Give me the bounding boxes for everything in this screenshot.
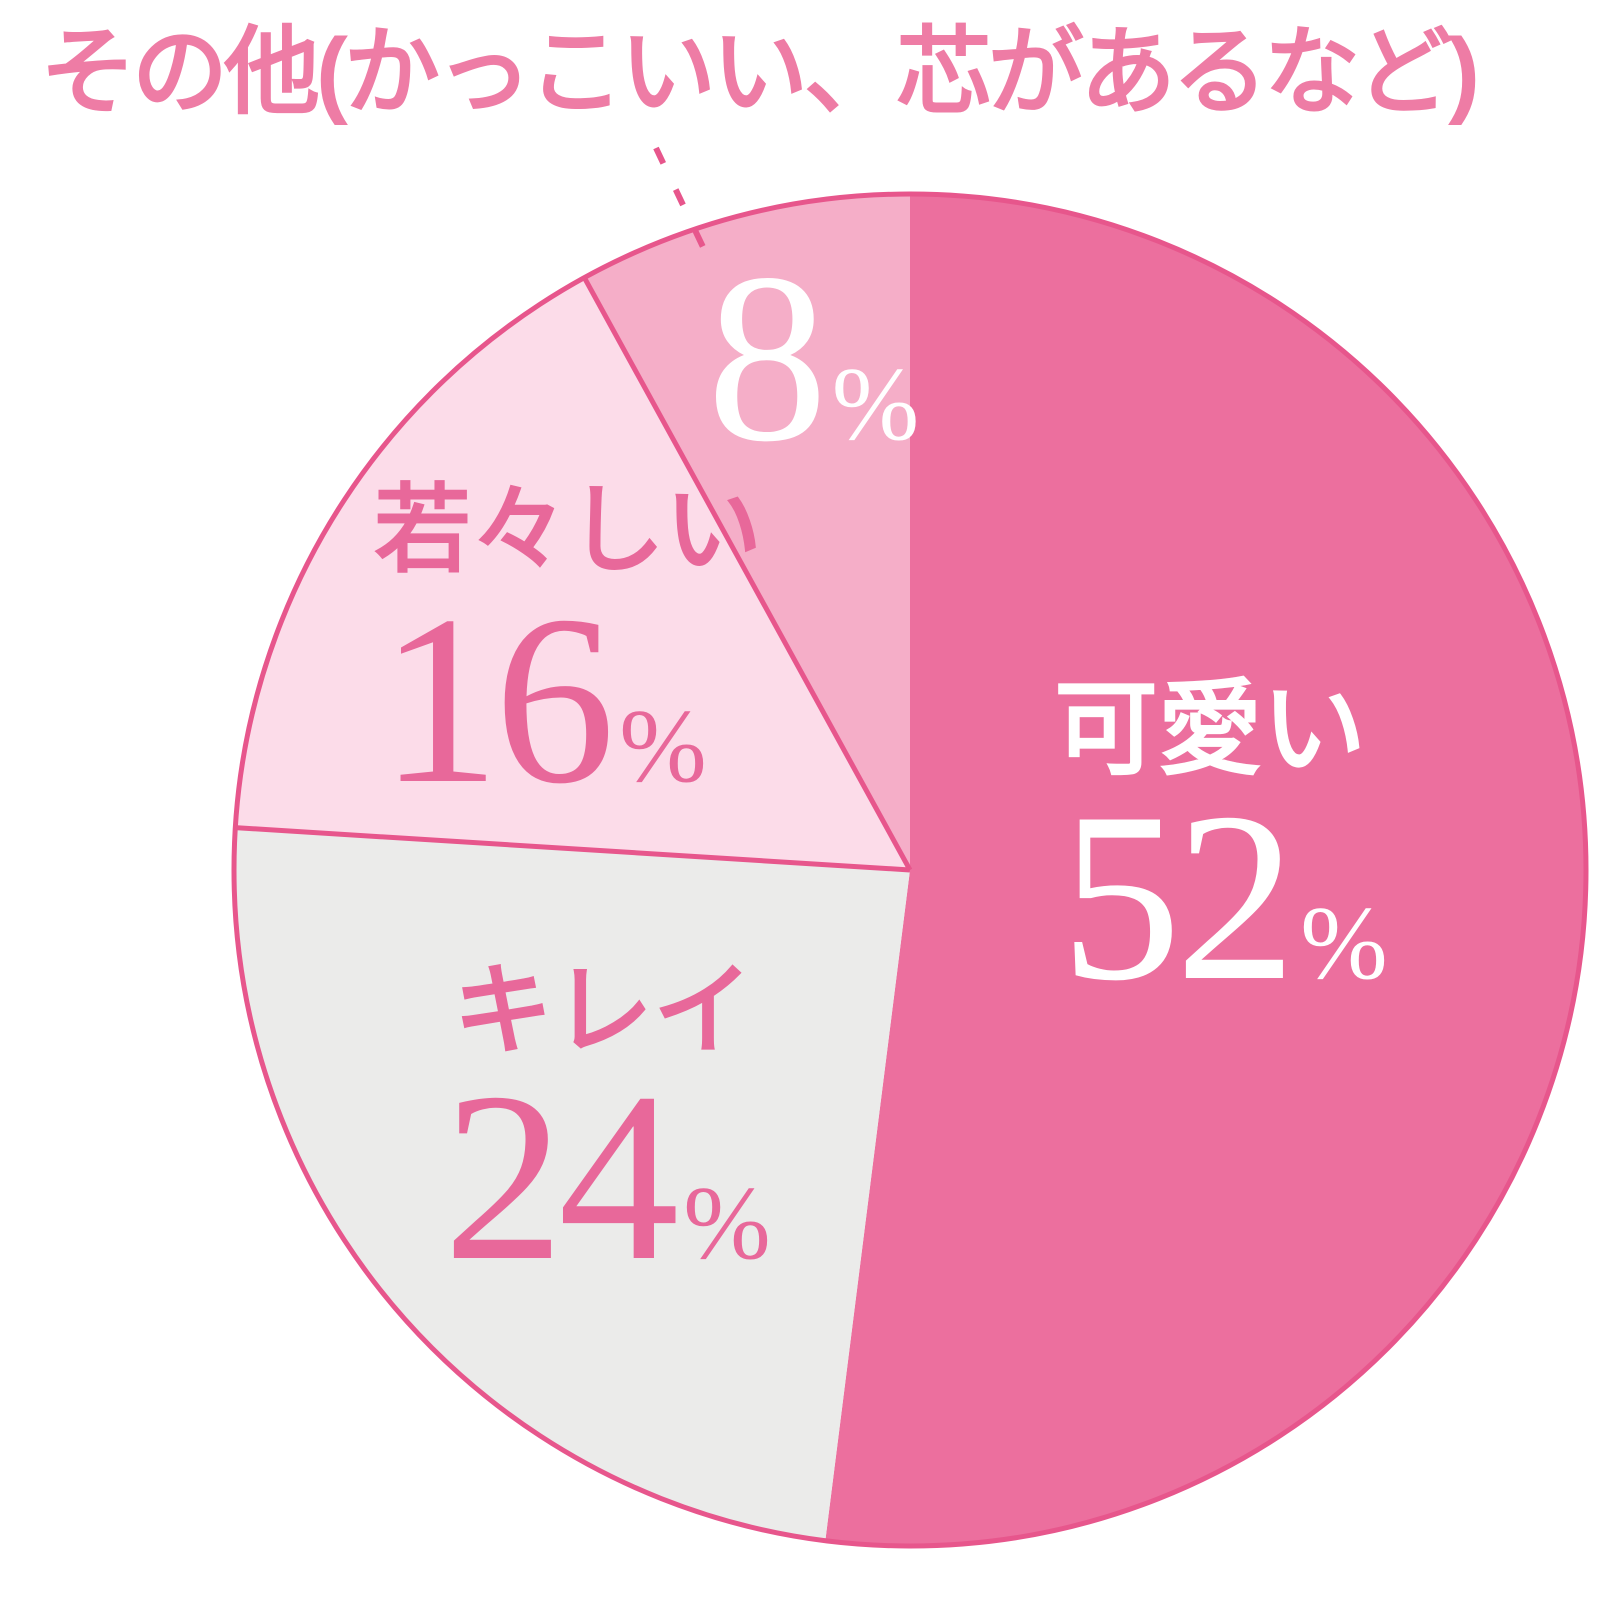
slice-label-kirei: キレイ: [453, 955, 753, 1067]
pie-slice-4: [584, 194, 910, 870]
slice-value-kawaii: 52 %: [1060, 776, 1387, 1018]
slice-label-wakawakashii: 若々しい: [374, 475, 762, 585]
slice-value-number: 52: [1060, 763, 1296, 1031]
pie-slice-3: [235, 277, 911, 871]
chart-title: その他(かっこいい、芯があるなど): [40, 19, 1480, 126]
slice-value-unit: %: [683, 1164, 771, 1281]
slice-value-kirei: 24 %: [443, 1056, 770, 1298]
slice-value-number: 8: [706, 224, 828, 492]
pie-slice-2: [233, 827, 910, 1541]
pie-slice-1: [825, 194, 1586, 1546]
slice-value-unit: %: [619, 687, 707, 804]
leader-line: [653, 146, 715, 268]
slice-label-kawaii: 可愛い: [1053, 672, 1367, 788]
slice-boundary-line: [582, 276, 913, 872]
pie-slices: [231, 191, 1589, 1549]
slice-value-sonota: 8 %: [707, 237, 919, 479]
slice-value-wakawakashii: 16 %: [379, 579, 706, 821]
slice-value-number: 24: [443, 1043, 679, 1311]
slice-value-unit: %: [1300, 884, 1388, 1001]
slice-value-number: 16: [379, 566, 615, 834]
slice-boundary-line: [235, 825, 911, 873]
pie-outline: [231, 191, 1589, 1549]
slice-value-unit: %: [831, 345, 920, 462]
